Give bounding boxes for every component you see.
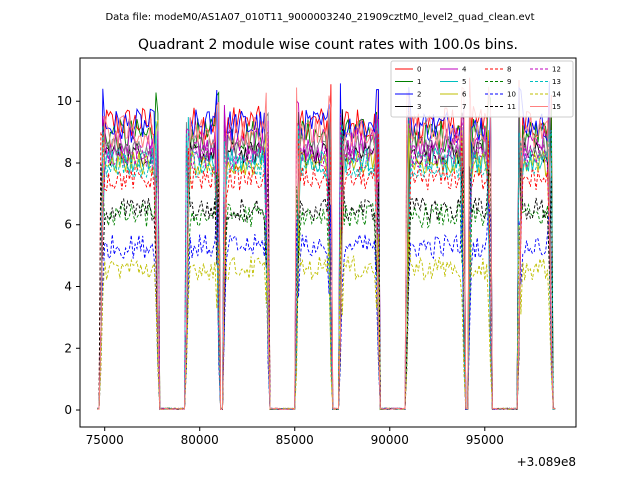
axes-layer: 75000 80000 85000 90000 95000 0 2 4 6 8 10 bbox=[57, 94, 504, 447]
legend-label-6: 6 bbox=[462, 91, 467, 99]
chart-title: Quadrant 2 module wise count rates with … bbox=[138, 37, 518, 53]
y-tick-label: 10 bbox=[57, 94, 72, 108]
x-offset-label: +3.089e8 bbox=[517, 455, 576, 469]
legend-label-12: 12 bbox=[552, 66, 561, 74]
y-tick-label: 4 bbox=[64, 280, 72, 294]
legend-label-14: 14 bbox=[552, 91, 561, 99]
x-tick-label: 80000 bbox=[181, 433, 219, 447]
plot-frame bbox=[79, 57, 577, 428]
legend-label-5: 5 bbox=[462, 78, 466, 86]
legend-frame bbox=[390, 60, 574, 118]
legend-label-13: 13 bbox=[552, 78, 561, 86]
y-tick-label: 6 bbox=[64, 218, 72, 232]
x-tick-label: 95000 bbox=[466, 433, 504, 447]
series-layer bbox=[96, 77, 556, 411]
x-tick-label: 85000 bbox=[276, 433, 314, 447]
chart-suptitle: Data file: modeM0/AS1A07_010T11_90000032… bbox=[105, 12, 534, 23]
x-tick-label: 90000 bbox=[371, 433, 409, 447]
legend-label-7: 7 bbox=[462, 103, 466, 111]
legend-label-10: 10 bbox=[507, 91, 516, 99]
legend-label-0: 0 bbox=[417, 66, 421, 74]
series-line-10 bbox=[97, 202, 556, 410]
legend-label-9: 9 bbox=[507, 78, 511, 86]
series-line-14 bbox=[96, 221, 556, 410]
legend-label-11: 11 bbox=[507, 103, 516, 111]
series-line-15 bbox=[97, 86, 556, 411]
legend-label-4: 4 bbox=[462, 66, 467, 74]
legend-label-2: 2 bbox=[417, 91, 421, 99]
y-tick-label: 0 bbox=[64, 403, 72, 417]
legend-label-8: 8 bbox=[507, 66, 511, 74]
y-tick-label: 2 bbox=[64, 341, 72, 355]
legend-label-3: 3 bbox=[417, 103, 421, 111]
legend-label-15: 15 bbox=[552, 103, 561, 111]
legend-label-1: 1 bbox=[417, 78, 421, 86]
x-tick-label: 75000 bbox=[86, 433, 124, 447]
y-tick-label: 8 bbox=[64, 156, 72, 170]
